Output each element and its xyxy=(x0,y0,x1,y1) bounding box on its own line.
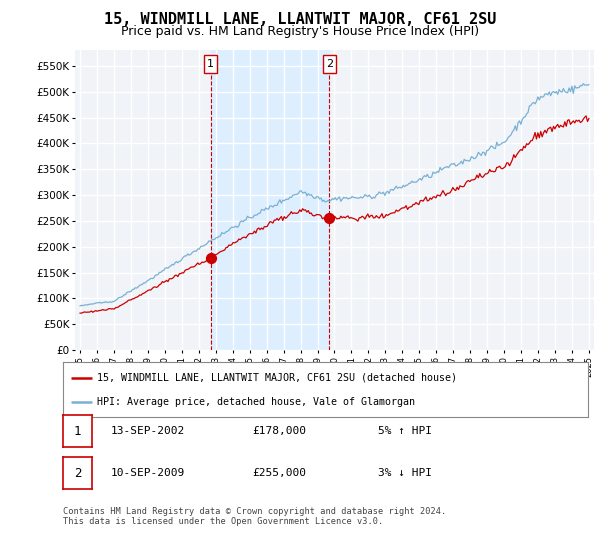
Text: £178,000: £178,000 xyxy=(252,426,306,436)
Text: 10-SEP-2009: 10-SEP-2009 xyxy=(111,468,185,478)
Text: 2: 2 xyxy=(326,59,333,69)
Text: 2: 2 xyxy=(74,466,81,480)
Text: £255,000: £255,000 xyxy=(252,468,306,478)
Text: Contains HM Land Registry data © Crown copyright and database right 2024.
This d: Contains HM Land Registry data © Crown c… xyxy=(63,507,446,526)
FancyBboxPatch shape xyxy=(204,55,217,73)
Point xyxy=(206,254,215,263)
FancyBboxPatch shape xyxy=(323,55,336,73)
Text: HPI: Average price, detached house, Vale of Glamorgan: HPI: Average price, detached house, Vale… xyxy=(97,397,415,407)
Text: 5% ↑ HPI: 5% ↑ HPI xyxy=(378,426,432,436)
Text: 15, WINDMILL LANE, LLANTWIT MAJOR, CF61 2SU (detached house): 15, WINDMILL LANE, LLANTWIT MAJOR, CF61 … xyxy=(97,373,457,382)
Bar xyxy=(211,50,329,350)
Text: 15, WINDMILL LANE, LLANTWIT MAJOR, CF61 2SU: 15, WINDMILL LANE, LLANTWIT MAJOR, CF61 … xyxy=(104,12,496,27)
Text: 1: 1 xyxy=(207,59,214,69)
Point xyxy=(325,214,334,223)
Text: Price paid vs. HM Land Registry's House Price Index (HPI): Price paid vs. HM Land Registry's House … xyxy=(121,25,479,38)
Text: 13-SEP-2002: 13-SEP-2002 xyxy=(111,426,185,436)
Text: 1: 1 xyxy=(74,424,81,438)
Text: 3% ↓ HPI: 3% ↓ HPI xyxy=(378,468,432,478)
